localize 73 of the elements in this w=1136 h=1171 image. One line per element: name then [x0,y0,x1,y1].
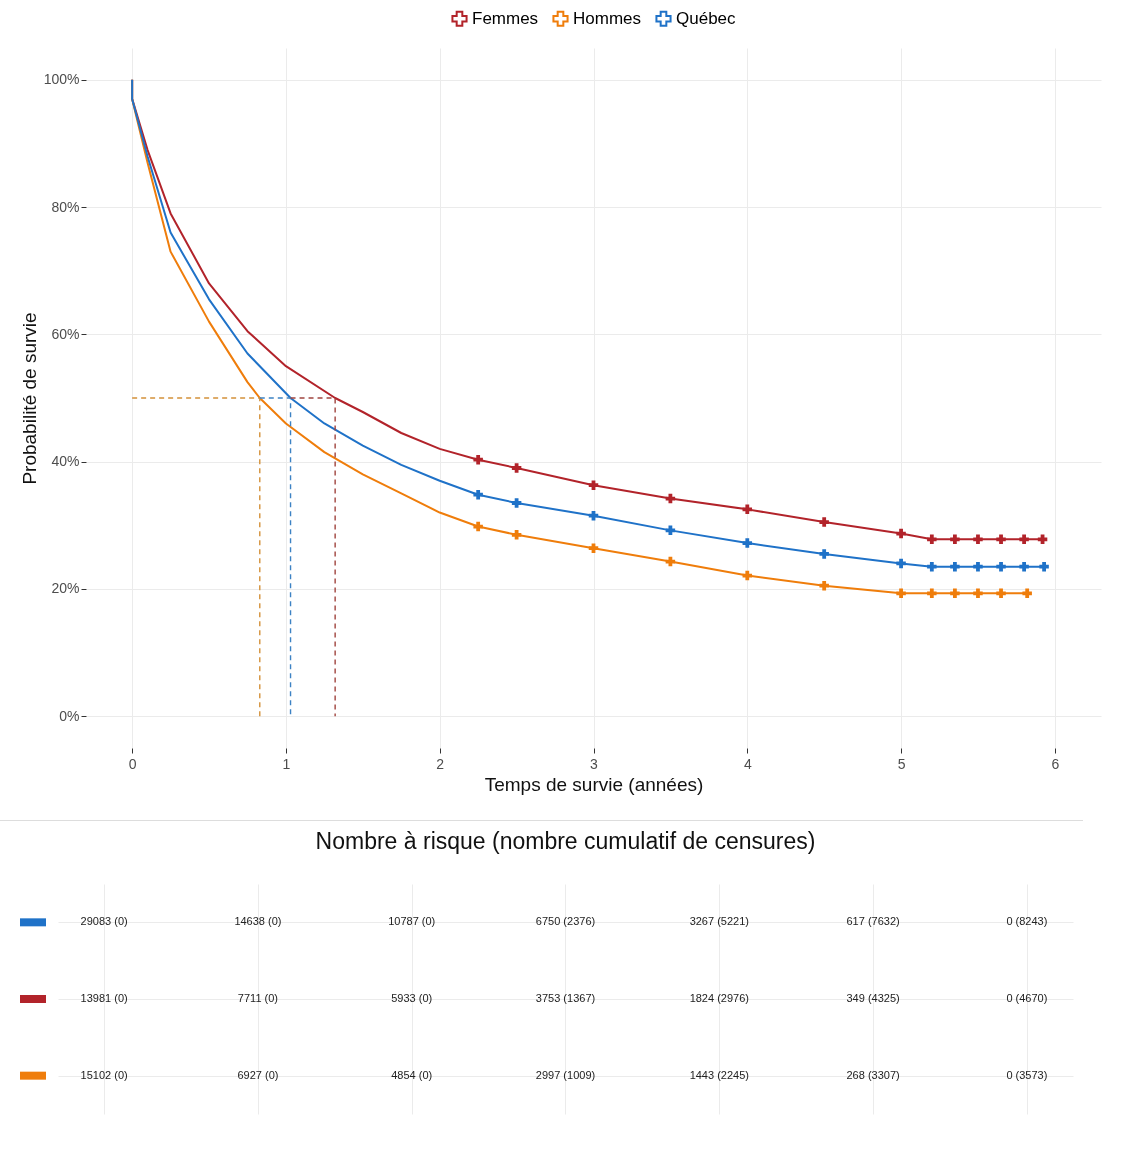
point [819,580,829,591]
legend-label: Hommes [573,8,642,28]
point [896,558,906,569]
legend-label: Femmes [472,8,539,28]
point [742,504,753,515]
point [1022,588,1032,599]
x-axis-title: Temps de survie (années) [484,773,704,795]
x-tick-label: 1 [282,755,291,772]
x-tick-label: 0 [128,755,137,772]
text: 3267 (5221) [689,915,749,928]
text: 0 (8243) [1006,915,1048,928]
text: 4854 (0) [391,1068,433,1081]
text: 6750 (2376) [535,915,596,928]
point [1019,534,1029,545]
text: 268 (3307) [846,1068,900,1081]
point [973,561,983,572]
y-tick-label: 0% [59,707,80,724]
x-tick-label: 5 [897,755,906,772]
y-tick-label: 60% [51,325,80,342]
y-tick-label: 20% [51,580,80,597]
point [473,454,483,465]
text: 10787 (0) [388,915,436,928]
text: 6927 (0) [237,1068,279,1081]
point [927,588,937,599]
point [665,525,676,536]
point [1019,561,1029,572]
x-tick-label: 6 [1051,755,1060,772]
text: 29083 (0) [80,915,128,928]
point [896,528,906,539]
point [1039,561,1049,572]
point [950,588,960,599]
point [950,534,960,545]
text: 5933 (0) [391,992,433,1004]
y-tick-label: 40% [51,453,80,470]
text: 1443 (2245) [689,1068,749,1081]
text: 349 (4325) [846,992,900,1004]
y-tick-label: 80% [51,198,80,215]
point [819,517,829,527]
point [742,538,753,548]
point [973,534,983,545]
text: 13981 (0) [80,992,128,1004]
point [473,521,483,532]
point [973,588,983,599]
point [511,498,522,508]
point [927,534,937,545]
point [588,480,599,490]
text: 7711 (0) [237,992,278,1004]
point [473,489,483,500]
x-tick-label: 2 [436,755,445,772]
text: 0 (4670) [1006,992,1048,1004]
y-tick-label: 100% [43,71,80,88]
y-axis-title: Probabilité de survie [18,312,40,485]
x-tick-label: 4 [743,755,752,772]
text: 3753 (1367) [535,992,596,1004]
point [819,549,829,559]
text: 2997 (1009) [535,1068,596,1081]
point [896,588,906,599]
point [927,561,937,572]
point [996,534,1006,545]
point [588,543,599,553]
text: 0 (3573) [1006,1068,1048,1081]
x-tick-label: 3 [590,755,599,772]
point [511,530,522,540]
text: Nombre à risque (nombre cumulatif de censures) [315,828,816,854]
text: 14638 (0) [234,915,282,928]
point [511,463,522,473]
point [950,561,960,572]
text: 1824 (2976) [689,992,749,1004]
legend-label: Québec [676,8,737,28]
point [996,561,1006,572]
text: 15102 (0) [80,1068,128,1081]
point [996,588,1006,599]
text: 617 (7632) [846,915,900,928]
